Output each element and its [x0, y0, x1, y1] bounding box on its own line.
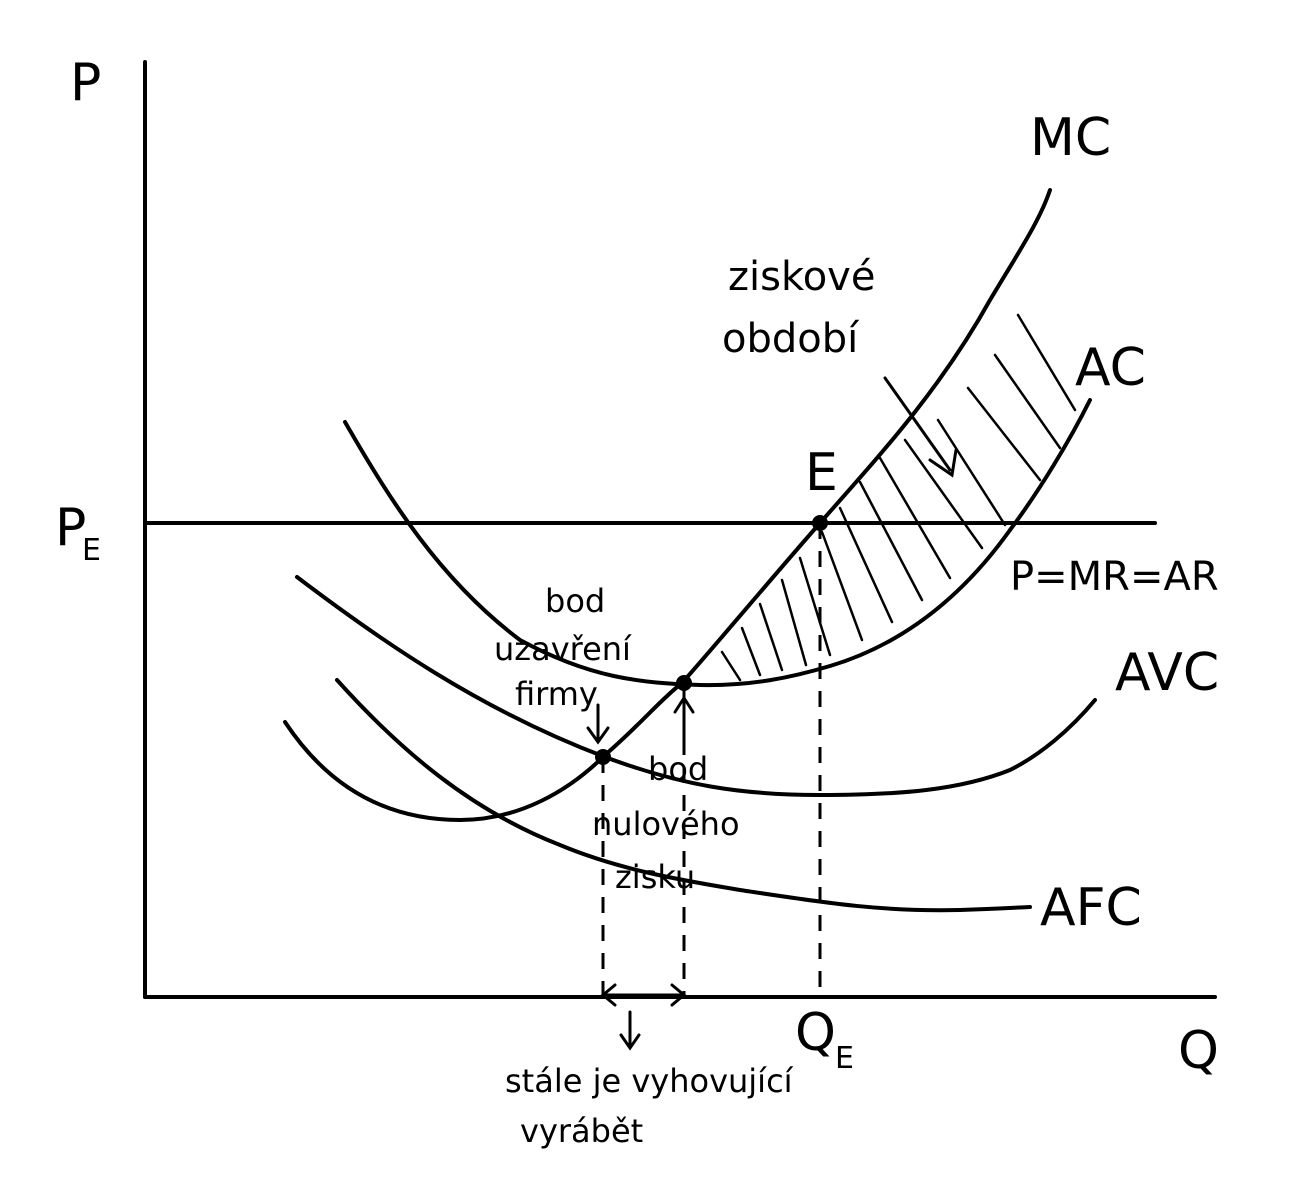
axes: P Q — [70, 53, 1219, 1081]
range-annotation: stále je vyhovující vyrábět — [505, 983, 794, 1150]
equilibrium-quantity-label: Q — [795, 1003, 836, 1063]
profit-note-line2: období — [722, 316, 860, 362]
range-bracket-right-head — [670, 983, 687, 1007]
shutdown-note-line3: firmy — [515, 675, 598, 713]
y-axis-label: P — [70, 53, 101, 113]
shutdown-arrow-head — [586, 726, 610, 745]
ac-label: AC — [1075, 338, 1146, 398]
shutdown-note-line1: bod — [545, 582, 605, 620]
avc-curve — [295, 575, 1097, 797]
price-line-group: P E P=MR=AR — [55, 498, 1219, 600]
range-arrow-head — [619, 1033, 641, 1051]
equilibrium-label: E — [805, 443, 838, 503]
avc-label: AVC — [1115, 643, 1219, 703]
equilibrium-quantity-subscript: E — [835, 1041, 854, 1076]
equilibrium-point — [812, 515, 828, 531]
shutdown-annotation: bod uzavření firmy — [494, 582, 632, 745]
price-axis-label-subscript: E — [82, 533, 101, 568]
afc-curve — [335, 678, 1032, 913]
profit-annotation: ziskové období — [722, 254, 958, 478]
range-bracket-left-head — [600, 983, 617, 1007]
price-line-label: P=MR=AR — [1010, 554, 1219, 600]
profit-hatching — [720, 313, 1077, 682]
ac-curve — [343, 398, 1092, 688]
breakeven-note-line1: bod — [648, 750, 708, 788]
breakeven-note-line2: nulového — [592, 805, 740, 843]
breakeven-arrow-head — [673, 695, 695, 714]
range-note-line2: vyrábět — [520, 1112, 643, 1150]
profit-arrow-shaft — [883, 376, 952, 472]
mc-label: MC — [1030, 108, 1111, 168]
curves: MC AC AVC AFC — [283, 108, 1219, 938]
profit-note-line1: ziskové — [728, 254, 875, 300]
range-note-line1: stále je vyhovující — [505, 1062, 794, 1100]
afc-label: AFC — [1040, 878, 1142, 938]
profit-arrow-head — [928, 448, 958, 478]
breakeven-note-line3: zisku — [615, 858, 695, 896]
mc-curve — [283, 188, 1052, 822]
x-axis-label: Q — [1178, 1021, 1219, 1081]
breakeven-annotation: bod nulového zisku — [592, 695, 740, 896]
breakeven-point — [676, 675, 692, 691]
shutdown-note-line2: uzavření — [494, 630, 632, 668]
price-axis-label: P — [55, 498, 86, 558]
key-points: E Q E — [595, 443, 854, 1076]
shutdown-point — [595, 749, 611, 765]
